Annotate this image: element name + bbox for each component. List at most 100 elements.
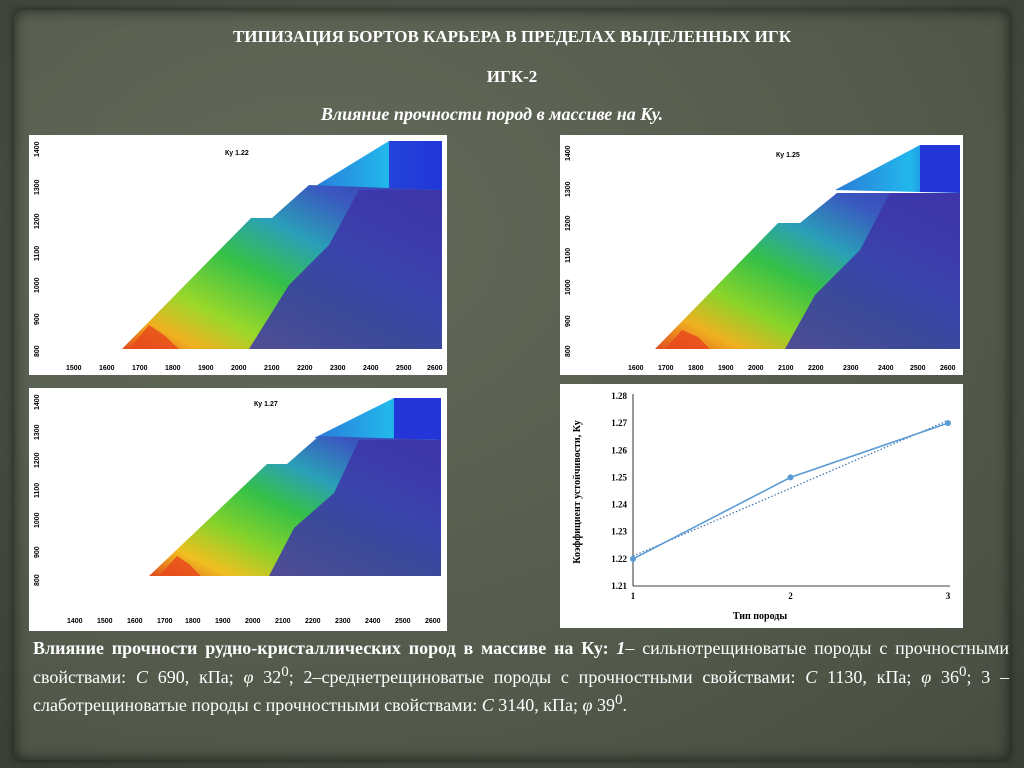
item-1-number: 1 [616, 638, 626, 658]
page-subtitle: ИГК-2 [486, 67, 538, 86]
x-tick: 1700 [132, 365, 148, 372]
y-tick: 800 [565, 345, 572, 357]
x-tick: 2300 [330, 365, 346, 372]
x-tick: 1500 [97, 618, 113, 625]
x-tick: 1800 [185, 618, 201, 625]
stability-map-3: 1400 1500 1600 1700 1800 1900 2000 2100 … [29, 388, 447, 631]
x-tick: 2100 [275, 618, 291, 625]
x-tick-label: 2 [788, 591, 793, 601]
y-tick-label: 1.22 [611, 554, 627, 564]
x-axis-ticks: 1500 1600 1700 1800 1900 2000 2100 2200 … [66, 365, 443, 372]
stability-map-1: 1500 1600 1700 1800 1900 2000 2100 2200 … [29, 135, 447, 375]
cohesion-3: 3140, кПа; [498, 695, 578, 715]
degree-sup: 0 [281, 663, 289, 680]
item-2-text: ; 2–среднетрещиноватые породы с прочност… [288, 666, 796, 687]
x-tick: 1500 [66, 365, 82, 372]
ky-label: Ку 1.25 [776, 152, 800, 159]
x-tick: 1700 [157, 618, 173, 625]
y-tick: 1300 [34, 179, 41, 195]
data-point [630, 555, 636, 562]
item-3-text: ; 3 –слаботрещиноватые породы с прочност… [33, 666, 1010, 716]
x-tick: 2200 [808, 365, 824, 372]
y-tick-label: 1.24 [611, 500, 627, 510]
x-tick: 1800 [165, 365, 181, 372]
x-axis-label: Тип породы [733, 611, 788, 622]
cohesion-symbol: С [805, 666, 818, 687]
y-tick: 1200 [565, 215, 572, 231]
y-tick: 1200 [34, 213, 41, 229]
x-tick: 2400 [878, 365, 894, 372]
item-1-text: – сильнотрещиноватые породы с прочностны… [33, 638, 1010, 687]
y-tick-label: 1.28 [611, 391, 627, 401]
degree-sup: 0 [614, 692, 623, 708]
y-tick: 1000 [34, 512, 41, 528]
phi-symbol: φ [921, 666, 932, 687]
x-tick: 2100 [778, 365, 794, 372]
y-tick-label: 1.25 [611, 472, 627, 482]
ky-line-chart: 1.21 1.22 1.23 1.24 1.25 1.26 1.27 1.28 1 2 3 Тип… [560, 384, 963, 628]
cohesion-2: 1130, кПа; [827, 666, 912, 687]
x-tick: 2600 [940, 365, 956, 372]
y-tick-label: 1.21 [611, 581, 627, 591]
x-tick: 2200 [297, 365, 313, 372]
x-tick: 1700 [658, 365, 674, 372]
phi-2: 36 [940, 666, 959, 687]
y-tick: 1000 [34, 277, 41, 293]
x-tick: 2400 [363, 365, 379, 372]
y-axis-label: Коэффициент устойчивости, Ку [572, 420, 583, 563]
y-axis-ticks: 800 900 1000 1100 1200 1300 1400 [34, 141, 41, 357]
x-tick: 2600 [427, 365, 443, 372]
y-tick: 900 [565, 315, 572, 327]
cohesion-symbol: С [481, 695, 494, 715]
description-lead: Влияние прочности рудно-кристаллических … [33, 638, 609, 658]
y-tick-label: 1.23 [611, 527, 627, 537]
x-tick: 2500 [910, 365, 926, 372]
y-tick: 1400 [34, 394, 41, 410]
y-tick: 1400 [34, 141, 41, 157]
x-tick: 1800 [688, 365, 704, 372]
x-tick: 2100 [264, 365, 280, 372]
x-tick: 2600 [425, 618, 441, 625]
y-tick: 900 [34, 313, 41, 325]
x-tick: 1900 [198, 365, 214, 372]
y-tick-label: 1.27 [611, 418, 627, 428]
line-chart-svg: 1.21 1.22 1.23 1.24 1.25 1.26 1.27 1.28 1 2 3 Тип… [572, 391, 951, 622]
trendline [632, 419, 949, 557]
x-tick: 1400 [67, 618, 83, 625]
x-tick: 2500 [395, 618, 411, 625]
x-tick: 2000 [245, 618, 261, 625]
phi-symbol: φ [582, 695, 593, 715]
figure-caption: Влияние прочности пород в массиве на Ку. [320, 104, 664, 124]
y-tick: 1300 [565, 181, 572, 197]
description-paragraph: Влияние прочности рудно-кристаллических … [33, 637, 1009, 718]
x-tick: 2300 [843, 365, 859, 372]
y-tick: 900 [34, 546, 41, 558]
y-tick: 1100 [34, 246, 41, 261]
x-tick: 2500 [396, 365, 412, 372]
x-tick: 1600 [628, 365, 644, 372]
x-tick: 2300 [335, 618, 351, 625]
cohesion-symbol: С [135, 666, 148, 687]
x-tick: 1600 [99, 365, 115, 372]
y-tick: 800 [34, 345, 41, 357]
phi-1: 32 [263, 666, 282, 687]
cohesion-1: 690, кПа; [157, 666, 234, 687]
stability-map-2: 1600 1700 1800 1900 2000 2100 2200 2300 … [560, 135, 963, 375]
data-series-line [632, 422, 949, 560]
ky-label: Ку 1.22 [225, 150, 249, 157]
x-tick: 2000 [748, 365, 764, 372]
y-tick: 1100 [565, 248, 572, 263]
x-tick-label: 1 [631, 591, 636, 601]
x-tick: 2000 [231, 365, 247, 372]
page-title: ТИПИЗАЦИЯ БОРТОВ КАРЬЕРА В ПРЕДЕЛАХ ВЫДЕ… [232, 27, 792, 46]
y-tick: 1400 [565, 145, 572, 161]
x-tick-label: 3 [946, 591, 951, 601]
y-tick: 1200 [34, 452, 41, 468]
degree-sup: 0 [958, 663, 967, 680]
x-tick: 2200 [305, 618, 321, 625]
data-point [787, 474, 794, 481]
y-tick: 1300 [34, 424, 41, 440]
y-tick: 1000 [565, 279, 572, 295]
phi-symbol: φ [243, 666, 254, 687]
x-tick: 1900 [215, 618, 231, 625]
